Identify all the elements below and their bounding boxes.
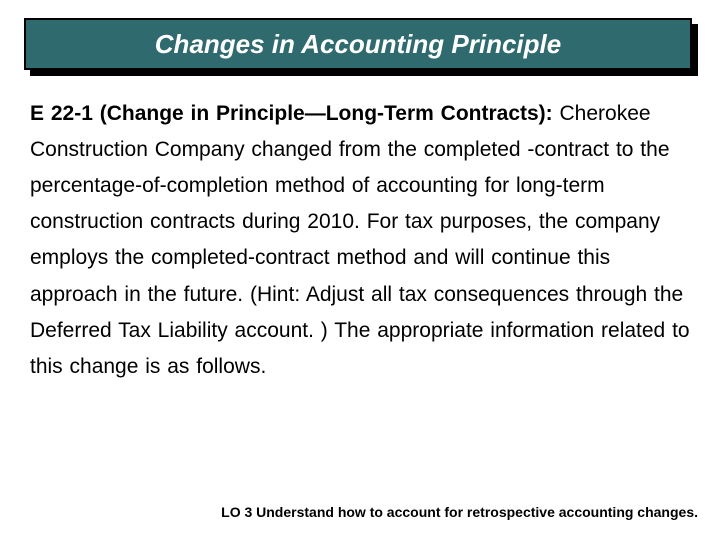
footer-text: LO 3 Understand how to account for retro… [221, 504, 698, 520]
slide-title: Changes in Accounting Principle [155, 29, 561, 60]
title-bar: Changes in Accounting Principle [24, 18, 696, 74]
body-area: E 22-1 (Change in Principle—Long-Term Co… [30, 96, 690, 385]
body-text: Cherokee Construction Company changed fr… [30, 102, 690, 378]
body-paragraph: E 22-1 (Change in Principle—Long-Term Co… [30, 96, 690, 385]
title-box: Changes in Accounting Principle [24, 18, 692, 70]
lead-label: E 22-1 (Change in Principle—Long-Term Co… [30, 102, 553, 125]
